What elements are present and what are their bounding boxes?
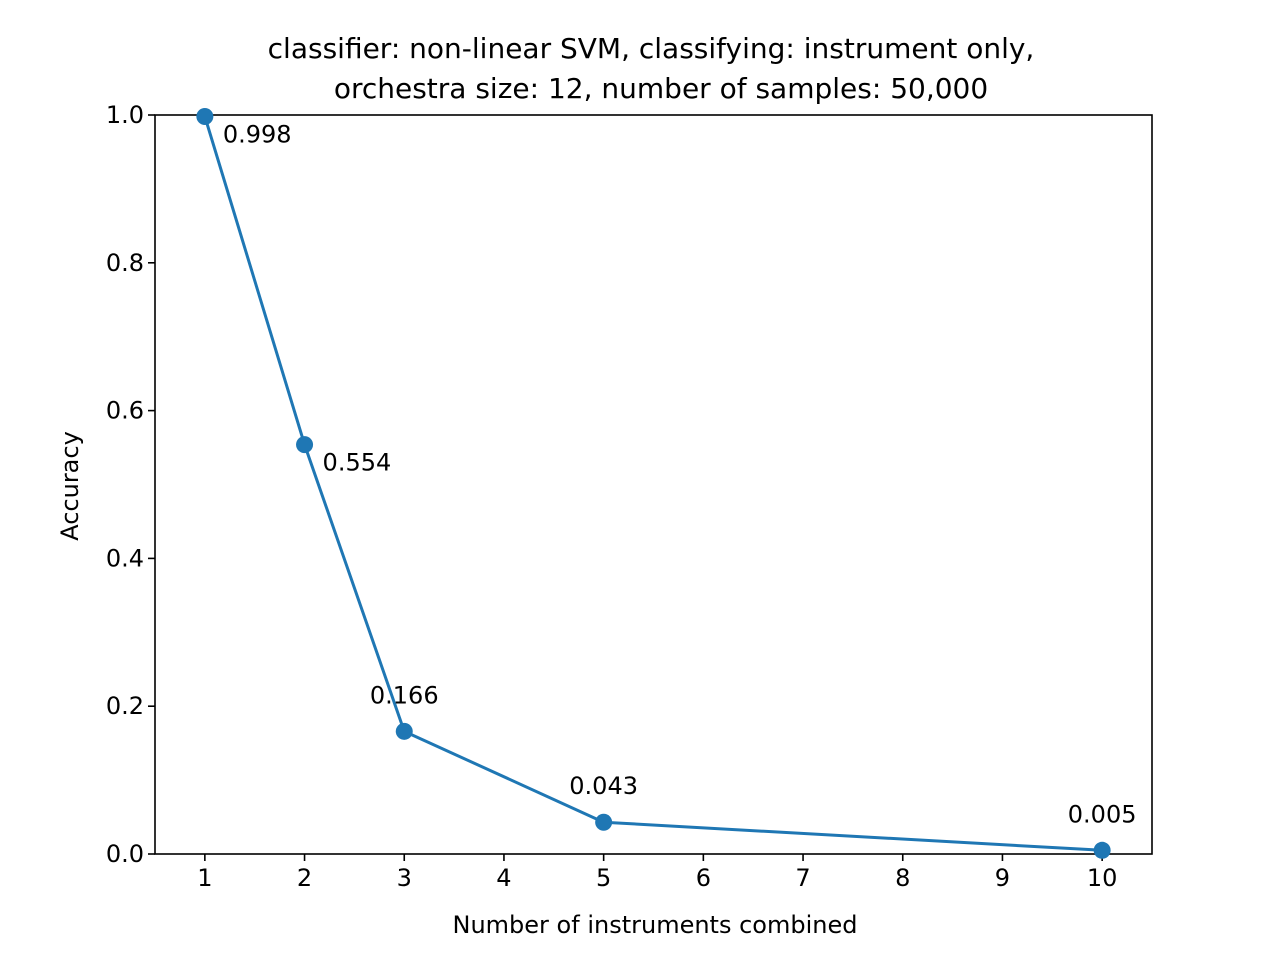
data-label: 0.043	[569, 772, 638, 800]
x-tick-label: 3	[397, 864, 412, 892]
y-tick-label: 1.0	[106, 101, 144, 129]
chart-title-line-1: classifier: non-linear SVM, classifying:…	[268, 32, 1035, 65]
x-tick-label: 9	[995, 864, 1010, 892]
y-tick-label: 0.6	[106, 397, 144, 425]
data-label: 0.166	[370, 681, 439, 709]
x-tick-label: 4	[496, 864, 511, 892]
plot-area	[154, 114, 1153, 855]
data-point	[595, 813, 613, 831]
x-tick-label: 8	[895, 864, 910, 892]
x-tick-label: 5	[596, 864, 611, 892]
data-label: 0.998	[223, 120, 292, 148]
y-tick-label: 0.4	[106, 544, 144, 572]
chart-title-line-2: orchestra size: 12, number of samples: 5…	[334, 72, 988, 105]
data-label: 0.554	[323, 449, 392, 477]
data-point	[1093, 841, 1111, 859]
data-point	[395, 722, 413, 740]
data-point	[296, 436, 314, 454]
x-tick-label: 1	[197, 864, 212, 892]
data-labels: 0.998 0.554 0.166 0.043 0.005	[223, 120, 1137, 828]
y-tick-label: 0.0	[106, 840, 144, 868]
x-tick-label: 2	[297, 864, 312, 892]
chart-title: classifier: non-linear SVM, classifying:…	[268, 32, 1035, 105]
y-tick-label: 0.2	[106, 692, 144, 720]
x-tick-label: 6	[696, 864, 711, 892]
plot-frame	[154, 114, 1153, 855]
y-tick-label: 0.8	[106, 249, 144, 277]
series-layer	[196, 107, 1111, 859]
data-label: 0.005	[1068, 800, 1137, 828]
x-tick-label: 7	[795, 864, 810, 892]
y-axis-ticks: 0.0 0.2 0.4 0.6 0.8 1.0	[106, 101, 155, 868]
y-axis-label: Accuracy	[56, 431, 84, 541]
x-axis-label: Number of instruments combined	[453, 911, 858, 939]
data-point	[196, 107, 214, 125]
x-axis-ticks: 1 2 3 4 5 6 7 8 9 10	[197, 854, 1117, 892]
x-tick-label: 10	[1087, 864, 1118, 892]
